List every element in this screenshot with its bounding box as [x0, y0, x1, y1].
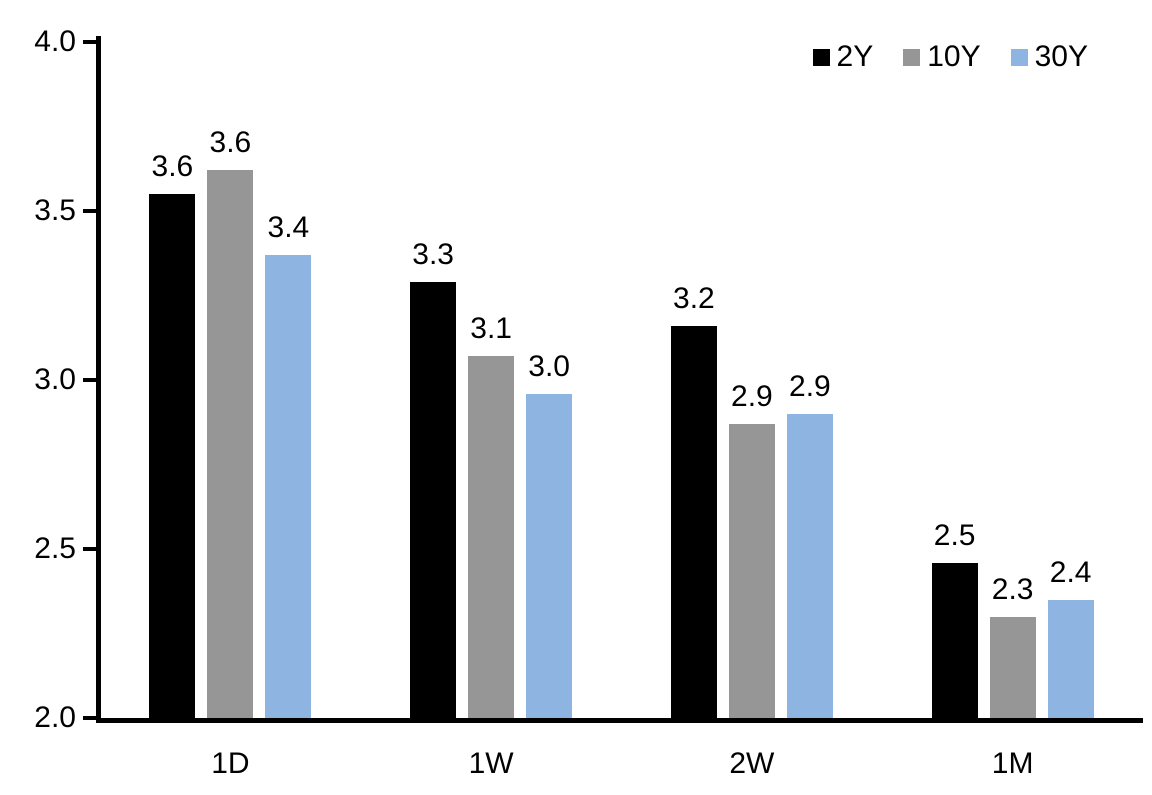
bar-10Y-1W [468, 356, 515, 718]
y-axis-tick [83, 378, 96, 382]
bar-value-label: 3.6 [209, 126, 252, 160]
bar-2Y-1W [410, 281, 457, 718]
bar-value-label: 3.6 [151, 150, 194, 184]
y-axis-line [96, 36, 101, 721]
y-axis-tick [83, 716, 96, 720]
y-axis-tick-label: 2.5 [34, 532, 76, 565]
bar-10Y-1D [207, 170, 254, 718]
bar-value-label: 3.4 [267, 210, 310, 244]
legend-swatch-icon [812, 48, 830, 66]
bar-30Y-1D [265, 254, 312, 718]
legend-label: 30Y [1034, 40, 1088, 73]
legend-item-30Y: 30Y [1010, 40, 1088, 73]
x-category-label: 1M [991, 747, 1034, 780]
bar-value-label: 3.0 [528, 349, 570, 383]
x-category-label: 1D [211, 747, 250, 780]
bar-value-label: 3.2 [673, 281, 715, 315]
bar-30Y-2W [786, 413, 833, 718]
legend-item-2Y: 2Y [812, 40, 874, 73]
legend-swatch-icon [1010, 48, 1028, 66]
bar-value-label: 2.9 [731, 379, 773, 413]
y-axis-tick-label: 3.5 [34, 194, 76, 227]
y-axis-tick-label: 4.0 [34, 25, 76, 58]
y-axis-tick-label: 3.0 [34, 363, 76, 396]
legend-label: 10Y [927, 40, 981, 73]
legend-item-10Y: 10Y [903, 40, 981, 73]
x-axis-line [96, 718, 1143, 723]
bar-2Y-1D [149, 194, 196, 718]
legend-swatch-icon [903, 48, 921, 66]
bar-value-label: 2.9 [789, 369, 831, 403]
bar-2Y-1M [931, 562, 978, 718]
bar-value-label: 2.3 [991, 572, 1034, 606]
legend: 2Y 10Y 30Y [812, 40, 1088, 73]
bar-value-label: 3.3 [412, 237, 454, 271]
bar-10Y-2W [728, 423, 775, 718]
y-axis-tick [83, 40, 96, 44]
bar-value-label: 3.1 [470, 312, 512, 346]
x-category-label: 2W [729, 747, 775, 780]
y-axis-tick [83, 547, 96, 551]
y-axis-tick [83, 209, 96, 213]
bar-value-label: 2.4 [1049, 555, 1092, 589]
bar-30Y-1W [526, 393, 573, 718]
bar-2Y-2W [670, 325, 717, 718]
bar-10Y-1M [989, 616, 1036, 718]
legend-label: 2Y [836, 40, 874, 73]
y-axis-tick-label: 2.0 [34, 701, 76, 734]
bar-value-label: 2.5 [933, 518, 976, 552]
x-category-label: 1W [468, 747, 514, 780]
bar-30Y-1M [1047, 599, 1094, 718]
